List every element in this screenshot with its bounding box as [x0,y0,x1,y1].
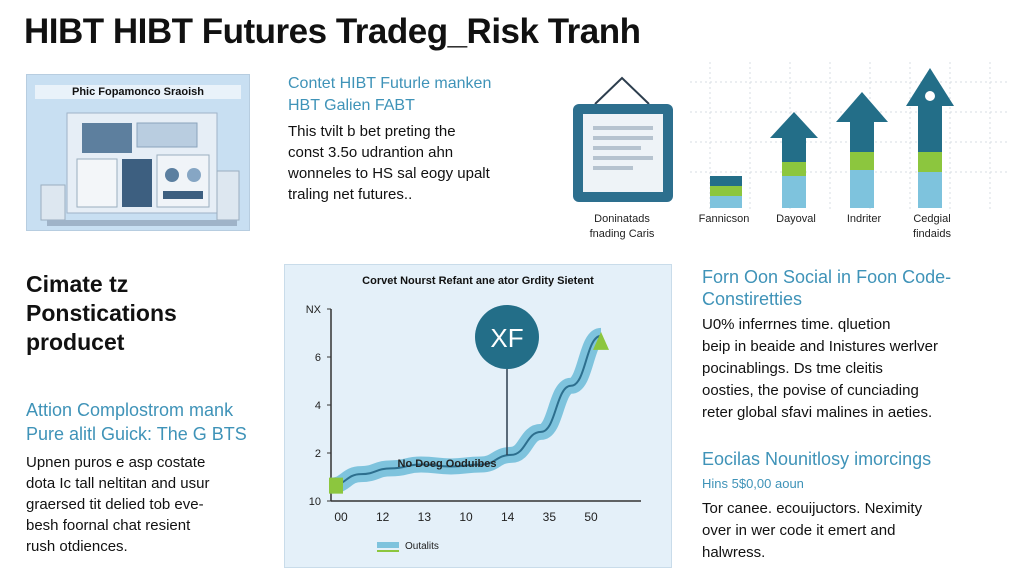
left-heading: Cimate tz Ponstications producet [26,270,177,357]
y-tick-label: 10 [309,496,321,508]
y-tick-label: 6 [315,352,321,364]
right-heading-1: Forn Oon Social in Foon Code- Constirett… [702,266,951,310]
y-tick-label: 4 [315,400,321,412]
body-line: pocinablings. Ds tme cleitis [702,360,883,377]
heading-line: Contet HIBT Futurle manken [288,75,492,92]
machine-graphic [40,112,240,226]
series-start-marker [329,477,343,494]
heading-line: Constiretties [702,289,803,309]
body-line: over in wer code it emert and [702,522,896,539]
body-line: wonneles to HS sal eogy upalt [288,165,490,182]
x-tick-label: 10 [459,510,473,524]
line-chart-panel: Corvet Nourst Refant ane ator Grdity Sie… [284,264,672,568]
right-subheading-2: Hins 5$0,00 aoun [702,476,804,491]
y-tick-label: NX [306,304,322,316]
x-tick-label: 14 [501,510,515,524]
chart-title: Corvet Nourst Refant ane ator Grdity Sie… [362,275,594,287]
arrow-head-icon [593,331,609,350]
right-body-2: Tor canee. ecouijuctors. Neximity over i… [702,498,922,564]
body-line: reter global sfavi malines in aeties. [702,404,933,421]
left-body: Upnen puros e asp costate dota Ic tall n… [26,452,209,557]
right-body-1: U0% inferrnes time. qluetion beip in bea… [702,314,938,424]
body-line: traling net futures.. [288,186,413,203]
bar-label: Dayoval [776,213,816,225]
series-line [330,334,602,487]
subheading-line: Pure alitl Guick: The G BTS [26,424,247,444]
body-line: Tor canee. ecouijuctors. Neximity [702,500,923,517]
document-caption: Doninatads fnading Caris [572,212,672,242]
chart-annotation: No Doeg Ooduibes [398,458,497,470]
line-chart: 10 2 4 6 NX 00 12 13 10 14 35 50 XF No Doeg Ooduibes O… [306,304,641,552]
body-line: graersed tit delied tob eve- [26,496,204,513]
body-line: besh foornal chat resient [26,517,191,534]
legend-label: Outalits [405,541,439,552]
caption-line: Doninatads [594,213,650,225]
body-line: This tvilt b bet preting the [288,123,456,140]
subheading-line: Attion Complostrom mank [26,400,234,420]
document-board-icon [573,76,673,202]
body-line: Upnen puros e asp costate [26,454,206,471]
y-tick-label: 2 [315,448,321,460]
heading-line: Ponstications [26,300,177,326]
arrow-up-icon [770,112,818,138]
right-heading-2: Eocilas Nounitlosy imorcings [702,449,932,469]
body-line: U0% inferrnes time. qluetion [702,316,891,333]
x-tick-label: 00 [334,510,348,524]
trading-station-illustration: Phic Fopamonco Sraoish [26,74,250,231]
arrow-up-icon [836,92,888,122]
body-line: dota Ic tall neltitan and usur [26,475,210,492]
growth-bars-illustration [690,62,1010,210]
heading-line: producet [26,329,125,355]
body-line: beip in beaide and Inistures werlver [702,338,938,355]
page-title: HIBT HIBT Futures Tradeg_Risk Tranh [24,12,641,51]
heading-line: Forn Oon Social in Foon Code- [702,267,952,287]
illustration-label: Phic Fopamonco Sraoish [35,85,241,99]
section-top-heading: Contet HIBT Futurle manken HBT Galien FA… [288,73,491,117]
bar-label: Cedgial findaids [913,213,951,240]
heading-line: Cimate tz [26,271,129,297]
bar-label: Fannicson [698,213,750,225]
left-subheading: Attion Complostrom mank Pure alitl Guick… [26,398,247,446]
x-tick-label: 12 [376,510,390,524]
x-tick-label: 13 [418,510,432,524]
caption-line: fnading Caris [589,228,655,240]
badge-label: XF [490,323,523,353]
body-line: oosties, the povise of cunciading [702,382,919,399]
arrow-up-icon [906,68,954,106]
body-line: halwress. [702,544,766,561]
x-tick-label: 35 [543,510,557,524]
bar-label: Indriter [846,213,882,225]
body-line: const 3.5o udrantion ahn [288,144,454,161]
x-tick-label: 50 [584,510,598,524]
body-line: rush otdiences. [26,538,128,555]
heading-line: HBT Galien FABT [288,97,415,114]
badge-circle [475,305,539,369]
section-top-body: This tvilt b bet preting the const 3.5o … [288,121,490,205]
